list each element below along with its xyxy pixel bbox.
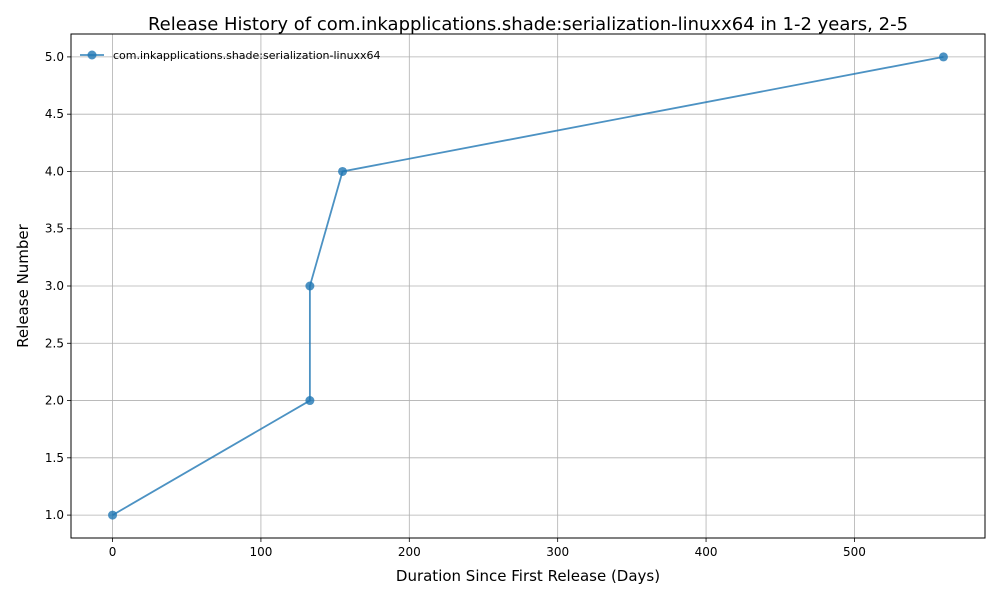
data-point [108,510,118,520]
x-axis-ticks: 0 100 200 300 400 500 [109,538,866,559]
y-tick-label: 1.5 [45,451,64,465]
legend-marker-swatch [87,50,97,60]
legend-label: com.inkapplications.shade:serialization-… [113,49,381,62]
y-tick-label: 3.0 [45,279,64,293]
x-tick-label: 500 [843,545,866,559]
data-point [305,396,315,406]
y-tick-label: 3.5 [45,222,64,236]
y-tick-label: 2.5 [45,336,64,350]
x-tick-label: 100 [249,545,272,559]
series-layer [108,52,948,520]
y-tick-label: 5.0 [45,50,64,64]
x-tick-label: 0 [109,545,117,559]
y-axis-label: Release Number [14,223,32,347]
x-axis-label: Duration Since First Release (Days) [396,567,660,585]
x-tick-label: 400 [695,545,718,559]
y-tick-label: 4.5 [45,107,64,121]
grid [71,34,985,538]
y-tick-label: 4.0 [45,164,64,178]
chart-title: Release History of com.inkapplications.s… [148,14,908,35]
y-tick-label: 2.0 [45,394,64,408]
legend: com.inkapplications.shade:serialization-… [80,49,381,62]
y-tick-label: 1.0 [45,508,64,522]
data-point [338,166,348,176]
x-tick-label: 200 [398,545,421,559]
x-tick-label: 300 [546,545,569,559]
data-point [305,281,315,291]
data-point [938,52,948,62]
y-axis-ticks: 1.0 1.5 2.0 2.5 3.0 3.5 4.0 4.5 5.0 [45,50,71,522]
